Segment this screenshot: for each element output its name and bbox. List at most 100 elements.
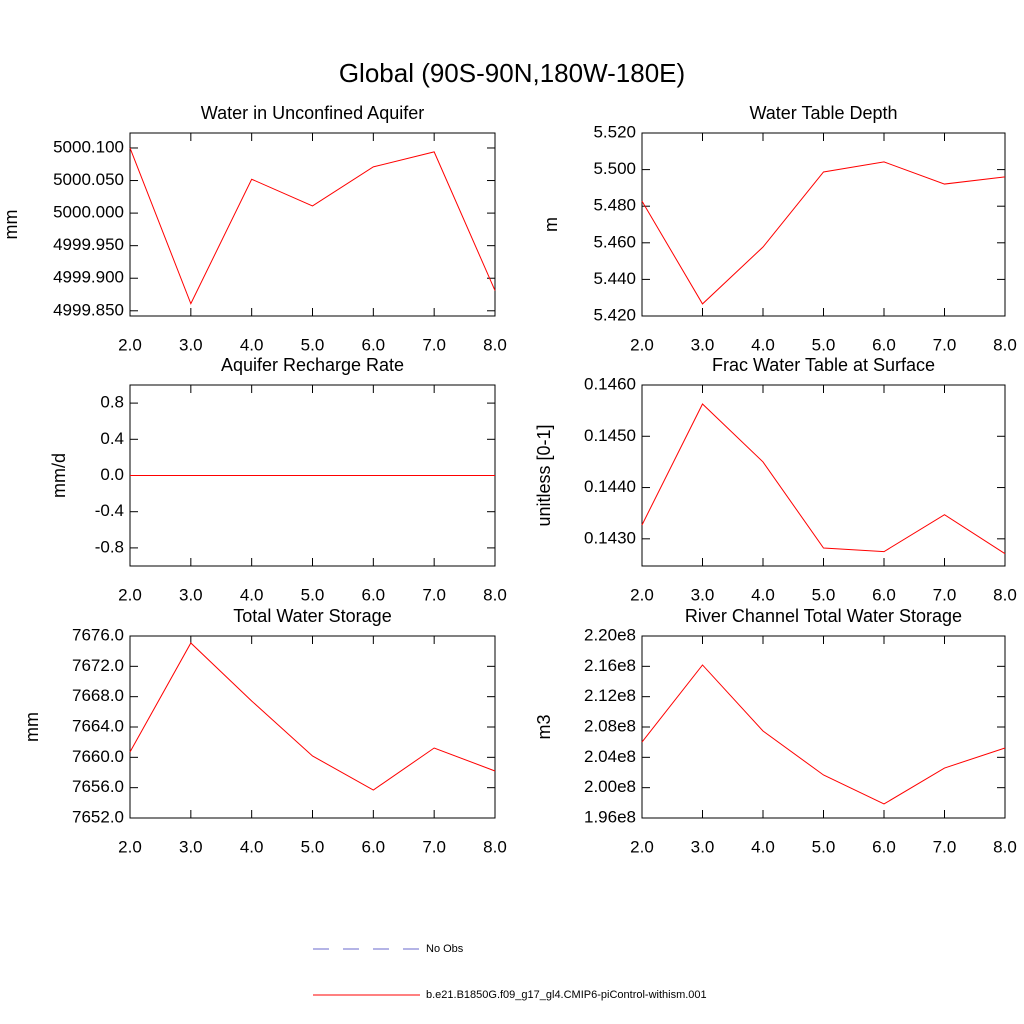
y-tick-label: 7652.0 xyxy=(72,807,124,826)
y-axis-label: m xyxy=(541,217,561,232)
x-tick-label: 7.0 xyxy=(933,585,957,604)
data-line xyxy=(129,147,496,305)
panel-title: Total Water Storage xyxy=(233,606,391,626)
x-tick-label: 3.0 xyxy=(179,585,203,604)
legend-label: b.e21.B1850G.f09_g17_gl4.CMIP6-piControl… xyxy=(426,989,707,1001)
panel-title: Water Table Depth xyxy=(749,103,897,123)
x-tick-label: 8.0 xyxy=(483,585,507,604)
x-tick-label: 2.0 xyxy=(118,585,142,604)
x-tick-label: 4.0 xyxy=(240,837,264,856)
y-tick-label: 5.500 xyxy=(593,159,636,178)
x-tick-label: 3.0 xyxy=(691,585,715,604)
x-tick-label: 7.0 xyxy=(422,335,446,354)
y-tick-label: 5000.000 xyxy=(53,203,124,222)
y-tick-label: 0.1440 xyxy=(584,477,636,496)
y-tick-label: 5.460 xyxy=(593,232,636,251)
x-tick-label: 4.0 xyxy=(751,837,775,856)
y-tick-label: 4999.900 xyxy=(53,268,124,287)
plot-frame xyxy=(641,635,1006,819)
data-line xyxy=(641,161,1006,305)
y-axis-label: unitless [0-1] xyxy=(534,424,554,526)
panel-title: River Channel Total Water Storage xyxy=(685,606,962,626)
y-tick-label: 7664.0 xyxy=(72,716,124,735)
y-tick-label: 4999.950 xyxy=(53,235,124,254)
plot-frame xyxy=(641,132,1006,317)
x-tick-label: 6.0 xyxy=(362,837,386,856)
y-tick-label: 7668.0 xyxy=(72,686,124,705)
y-tick-label: 4999.850 xyxy=(53,300,124,319)
x-tick-label: 8.0 xyxy=(483,837,507,856)
y-tick-label: -0.4 xyxy=(95,501,124,520)
x-tick-label: 7.0 xyxy=(422,837,446,856)
x-tick-label: 5.0 xyxy=(301,837,325,856)
x-tick-label: 5.0 xyxy=(301,585,325,604)
x-tick-label: 6.0 xyxy=(362,335,386,354)
x-tick-label: 2.0 xyxy=(118,335,142,354)
y-tick-label: 0.4 xyxy=(100,429,124,448)
y-tick-label: 7656.0 xyxy=(72,777,124,796)
y-tick-label: 2.04e8 xyxy=(584,747,636,766)
x-tick-label: 4.0 xyxy=(751,335,775,354)
x-tick-label: 8.0 xyxy=(993,585,1017,604)
x-tick-label: 6.0 xyxy=(872,837,896,856)
data-line xyxy=(641,664,1006,805)
x-tick-label: 5.0 xyxy=(812,837,836,856)
x-tick-label: 2.0 xyxy=(118,837,142,856)
y-tick-label: 5.480 xyxy=(593,196,636,215)
x-tick-label: 8.0 xyxy=(993,837,1017,856)
panel-title: Water in Unconfined Aquifer xyxy=(201,103,424,123)
x-tick-label: 3.0 xyxy=(179,335,203,354)
x-tick-label: 6.0 xyxy=(872,585,896,604)
figure-title: Global (90S-90N,180W-180E) xyxy=(339,58,685,88)
y-tick-label: 2.20e8 xyxy=(584,625,636,644)
y-tick-label: 0.8 xyxy=(100,393,124,412)
plot-frame xyxy=(641,384,1006,567)
y-tick-label: 7672.0 xyxy=(72,656,124,675)
y-axis-label: mm xyxy=(22,712,42,742)
x-tick-label: 4.0 xyxy=(751,585,775,604)
x-tick-label: 7.0 xyxy=(933,335,957,354)
x-tick-label: 6.0 xyxy=(872,335,896,354)
y-tick-label: 5000.100 xyxy=(53,137,124,156)
legend-label: No Obs xyxy=(426,943,464,955)
x-tick-label: 3.0 xyxy=(179,837,203,856)
x-tick-label: 4.0 xyxy=(240,335,264,354)
y-tick-label: 5.420 xyxy=(593,305,636,324)
x-tick-label: 5.0 xyxy=(301,335,325,354)
y-tick-label: 0.1450 xyxy=(584,426,636,445)
panel-title: Aquifer Recharge Rate xyxy=(221,355,404,375)
x-tick-label: 8.0 xyxy=(483,335,507,354)
data-line xyxy=(129,642,496,791)
x-tick-label: 8.0 xyxy=(993,335,1017,354)
y-axis-label: mm/d xyxy=(49,453,69,498)
y-tick-label: 2.16e8 xyxy=(584,656,636,675)
x-tick-label: 3.0 xyxy=(691,837,715,856)
y-tick-label: 5000.050 xyxy=(53,170,124,189)
y-tick-label: 5.440 xyxy=(593,269,636,288)
y-tick-label: 2.12e8 xyxy=(584,686,636,705)
x-tick-label: 7.0 xyxy=(933,837,957,856)
x-tick-label: 7.0 xyxy=(422,585,446,604)
x-tick-label: 6.0 xyxy=(362,585,386,604)
y-tick-label: 0.1460 xyxy=(584,374,636,393)
y-tick-label: 7676.0 xyxy=(72,625,124,644)
y-tick-label: 2.08e8 xyxy=(584,716,636,735)
y-tick-label: 0.1430 xyxy=(584,528,636,547)
y-tick-label: 1.96e8 xyxy=(584,807,636,826)
y-tick-label: 7660.0 xyxy=(72,747,124,766)
x-tick-label: 5.0 xyxy=(812,335,836,354)
y-tick-label: 5.520 xyxy=(593,122,636,141)
y-axis-label: mm xyxy=(1,210,21,240)
data-line xyxy=(641,403,1006,555)
x-tick-label: 3.0 xyxy=(691,335,715,354)
x-tick-label: 2.0 xyxy=(630,837,654,856)
x-tick-label: 4.0 xyxy=(240,585,264,604)
y-tick-label: 2.00e8 xyxy=(584,777,636,796)
panel-title: Frac Water Table at Surface xyxy=(712,355,935,375)
x-tick-label: 2.0 xyxy=(630,585,654,604)
y-tick-label: 0.0 xyxy=(100,465,124,484)
y-axis-label: m3 xyxy=(534,714,554,739)
x-tick-label: 2.0 xyxy=(630,335,654,354)
y-tick-label: -0.8 xyxy=(95,537,124,556)
